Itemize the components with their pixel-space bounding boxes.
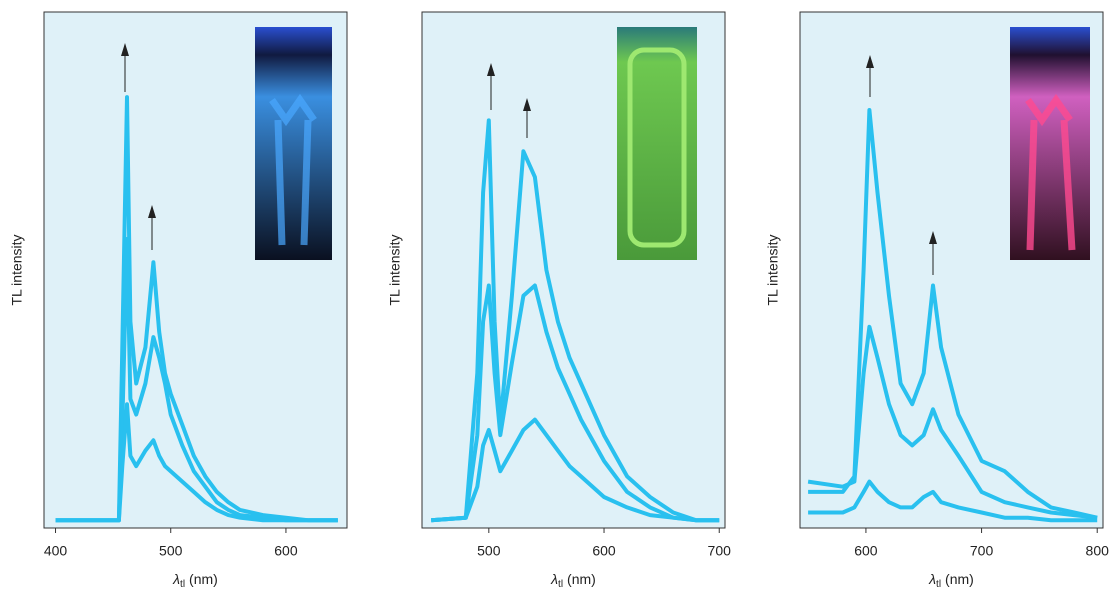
x-axis-label: λtl (nm) bbox=[928, 571, 974, 590]
spectrum-line bbox=[808, 108, 1098, 520]
spectrum-line bbox=[431, 118, 720, 523]
inset-photo bbox=[1010, 27, 1090, 260]
x-label-subscript: tl bbox=[180, 579, 185, 590]
x-label-symbol: λ bbox=[172, 571, 180, 587]
inset-glow bbox=[1025, 93, 1076, 251]
spectrum-line bbox=[431, 417, 720, 523]
insets bbox=[255, 27, 1090, 260]
x-tick-label: 500 bbox=[159, 543, 183, 559]
arrow-head bbox=[148, 205, 156, 218]
x-tick-label: 800 bbox=[1086, 543, 1110, 559]
spectrum-line bbox=[807, 324, 1098, 520]
x-label-unit: (nm) bbox=[945, 571, 974, 587]
x-label-symbol: λ bbox=[928, 571, 936, 587]
arrow-head bbox=[866, 55, 874, 68]
arrow-head bbox=[121, 43, 129, 56]
arrow-head bbox=[523, 98, 531, 111]
spectrum-line bbox=[431, 283, 720, 523]
x-tick-label: 400 bbox=[44, 543, 68, 559]
y-axis-label: TL intensity bbox=[9, 234, 25, 305]
x-tick-label: 600 bbox=[592, 543, 616, 559]
y-axis-label: TL intensity bbox=[387, 234, 403, 305]
x-tick-label: 600 bbox=[274, 543, 298, 559]
inset-photo bbox=[255, 27, 332, 260]
x-label-symbol: λ bbox=[550, 571, 558, 587]
arrow-head bbox=[487, 63, 495, 76]
spectrum-line bbox=[55, 402, 338, 523]
x-axis-label: λtl (nm) bbox=[550, 571, 596, 590]
arrow-head bbox=[929, 231, 937, 244]
inset-glow bbox=[627, 47, 687, 248]
x-label-subscript: tl bbox=[936, 579, 941, 590]
x-label-unit: (nm) bbox=[567, 571, 596, 587]
x-tick-label: 500 bbox=[477, 543, 501, 559]
spectrum-line bbox=[55, 237, 338, 523]
x-axis-label: λtl (nm) bbox=[172, 571, 218, 590]
inset-glow bbox=[269, 93, 317, 246]
arrows bbox=[121, 43, 937, 275]
x-tick-label: 700 bbox=[970, 543, 994, 559]
spectrum-line bbox=[808, 479, 1098, 523]
spectrum-line bbox=[55, 95, 338, 523]
x-tick-label: 600 bbox=[854, 543, 878, 559]
x-label-unit: (nm) bbox=[189, 571, 218, 587]
y-axis-label: TL intensity bbox=[765, 234, 781, 305]
x-tick-label: 700 bbox=[708, 543, 732, 559]
x-label-subscript: tl bbox=[558, 579, 563, 590]
